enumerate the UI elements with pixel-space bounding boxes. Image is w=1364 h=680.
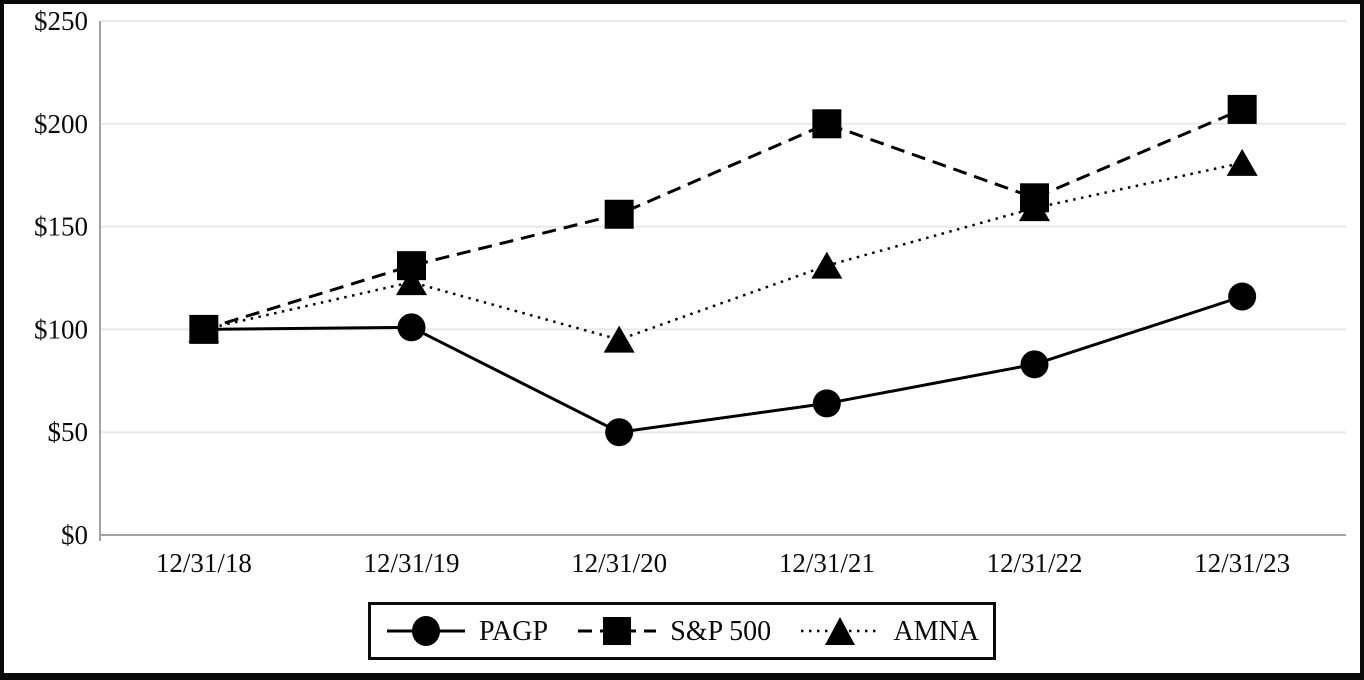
pagp-solid-line-circle-marker-icon bbox=[387, 616, 465, 646]
y-axis-tick-label: $0 bbox=[61, 520, 88, 550]
data-point-amna bbox=[603, 325, 635, 353]
y-axis-tick-label: $200 bbox=[34, 109, 88, 139]
legend-item-pagp: PAGP bbox=[385, 615, 548, 647]
legend-marker-circle-icon bbox=[412, 616, 440, 646]
x-axis-tick-label: 12/31/21 bbox=[779, 548, 875, 578]
chart-legend: PAGP S&P 500 AMNA bbox=[368, 602, 996, 660]
legend-label-pagp: PAGP bbox=[479, 616, 549, 647]
data-point-amna bbox=[188, 315, 220, 343]
x-axis-tick-label: 12/31/22 bbox=[986, 548, 1082, 578]
data-point-amna bbox=[811, 251, 843, 279]
x-axis-tick-label: 12/31/23 bbox=[1194, 548, 1290, 578]
legend-item-amna: AMNA bbox=[799, 615, 979, 647]
series-line-sp500 bbox=[203, 108, 1243, 331]
legend-label-sp500: S&P 500 bbox=[670, 616, 772, 647]
data-point-pagp bbox=[1228, 282, 1257, 311]
data-point-sp500 bbox=[604, 199, 634, 229]
series-line-amna bbox=[203, 161, 1243, 341]
data-point-amna bbox=[396, 268, 427, 296]
legend-item-sp500: S&P 500 bbox=[576, 615, 771, 647]
y-axis-tick-label: $250 bbox=[34, 6, 88, 36]
x-axis-tick-label: 12/31/18 bbox=[156, 548, 252, 578]
x-axis-tick-label: 12/31/20 bbox=[571, 548, 667, 578]
data-point-pagp bbox=[397, 313, 426, 342]
y-axis-tick-label: $100 bbox=[34, 314, 88, 344]
y-axis-tick-label: $50 bbox=[48, 417, 89, 447]
data-point-pagp bbox=[605, 418, 634, 447]
data-point-pagp bbox=[1020, 350, 1049, 379]
data-point-amna bbox=[1226, 148, 1258, 176]
sp500-dashed-line-square-marker-icon bbox=[578, 617, 657, 645]
data-point-sp500 bbox=[812, 109, 842, 139]
y-axis-tick-label: $150 bbox=[34, 212, 88, 242]
data-point-pagp bbox=[812, 389, 841, 418]
data-point-amna bbox=[1019, 194, 1050, 222]
amna-dotted-line-triangle-marker-icon bbox=[801, 617, 880, 645]
legend-marker-triangle-icon bbox=[825, 617, 856, 645]
legend-marker-square-icon bbox=[603, 617, 632, 645]
series-line-pagp bbox=[203, 295, 1243, 434]
data-point-sp500 bbox=[1227, 94, 1257, 124]
legend-label-amna: AMNA bbox=[893, 616, 979, 647]
x-axis-tick-label: 12/31/19 bbox=[363, 548, 459, 578]
